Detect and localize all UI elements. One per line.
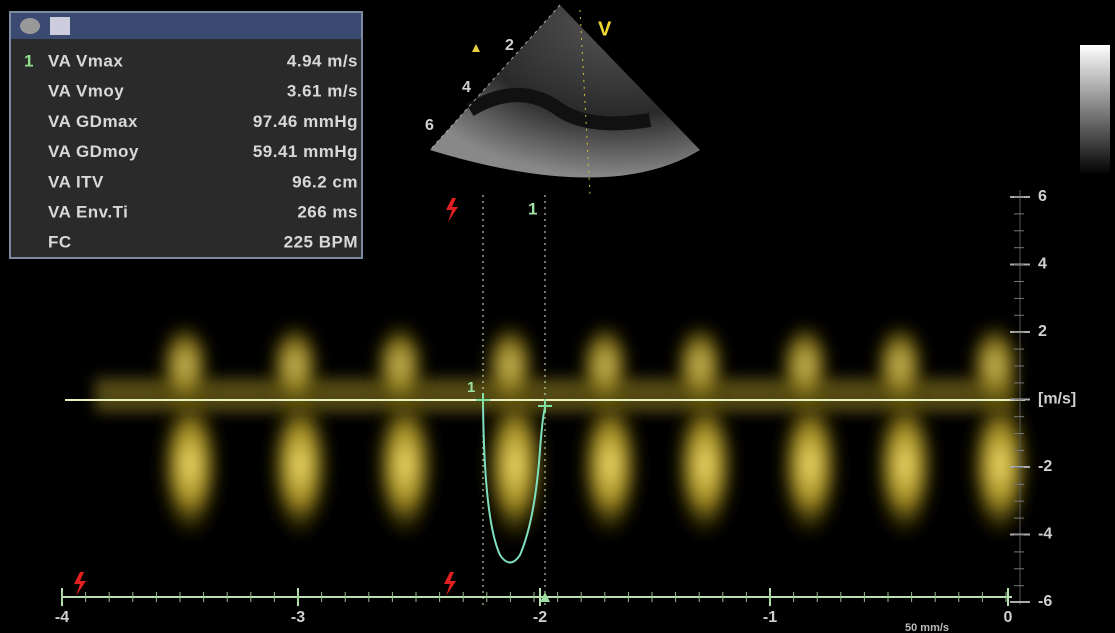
doppler-screen: 2 4 6 V 1 VA Vmax 4.94 m/s VA Vmoy 3.61 m/s V…: [0, 0, 1115, 633]
measurement-value: 96.2 cm: [292, 172, 358, 191]
measurement-value: 3.61 m/s: [287, 82, 358, 101]
signal-lobe: [673, 390, 737, 540]
signal-lobe: [872, 320, 928, 410]
velocity-label: -6: [1038, 593, 1052, 610]
measurement-value: 4.94 m/s: [287, 51, 358, 70]
measurement-value: 97.46 mmHg: [253, 112, 358, 131]
signal-lobe: [372, 320, 428, 410]
signal-lobe: [267, 320, 323, 410]
signal-lobe: [967, 320, 1023, 410]
cursor-index: 1: [24, 51, 33, 70]
time-label: 0: [1004, 609, 1013, 626]
page: 2 4 6 V 1 VA Vmax 4.94 m/s VA Vmoy 3.61 m/s V…: [0, 0, 1115, 633]
measurement-value: 266 ms: [297, 202, 358, 221]
measurement-label: VA Vmax: [48, 51, 123, 70]
cursor-label: 1: [467, 379, 475, 396]
measurement-label: VA ITV: [48, 172, 104, 191]
velocity-label: [m/s]: [1038, 391, 1076, 408]
signal-lobe: [157, 320, 213, 410]
velocity-label: 2: [1038, 323, 1047, 340]
measurement-label: VA Vmoy: [48, 82, 124, 101]
signal-lobe: [777, 320, 833, 410]
measurement-label: VA GDmoy: [48, 142, 139, 161]
velocity-label: -2: [1038, 458, 1052, 475]
measurement-label: FC: [48, 233, 72, 252]
time-label: -4: [55, 609, 69, 626]
measurement-label: VA Env.Ti: [48, 202, 128, 221]
signal-lobe: [778, 390, 842, 540]
signal-lobe: [672, 320, 728, 410]
measurement-label: VA GDmax: [48, 112, 138, 131]
time-label: -2: [533, 609, 547, 626]
grayscale-bar: [1080, 45, 1110, 175]
sector-depth: 6: [425, 117, 434, 134]
signal-lobe: [158, 390, 222, 540]
time-label: -3: [291, 609, 305, 626]
header-icon: [50, 17, 70, 35]
signal-lobe: [373, 390, 437, 540]
signal-lobe: [873, 390, 937, 540]
velocity-label: 6: [1038, 188, 1047, 205]
velocity-label: -4: [1038, 526, 1052, 543]
sector-marker: V: [598, 18, 612, 40]
signal-lobe: [578, 390, 642, 540]
sector-depth: 2: [505, 37, 514, 54]
measurement-value: 225 BPM: [284, 233, 358, 252]
signal-lobe: [268, 390, 332, 540]
sector-depth: 4: [462, 79, 471, 96]
cursor-label: 1: [528, 199, 537, 218]
time-label: -1: [763, 609, 777, 626]
sweep-speed: 50 mm/s: [905, 622, 949, 633]
signal-lobe: [577, 320, 633, 410]
signal-lobe: [968, 390, 1032, 540]
velocity-label: 4: [1038, 256, 1047, 273]
measurement-value: 59.41 mmHg: [253, 142, 358, 161]
header-icon: [20, 18, 40, 34]
signal-lobe: [482, 320, 538, 410]
